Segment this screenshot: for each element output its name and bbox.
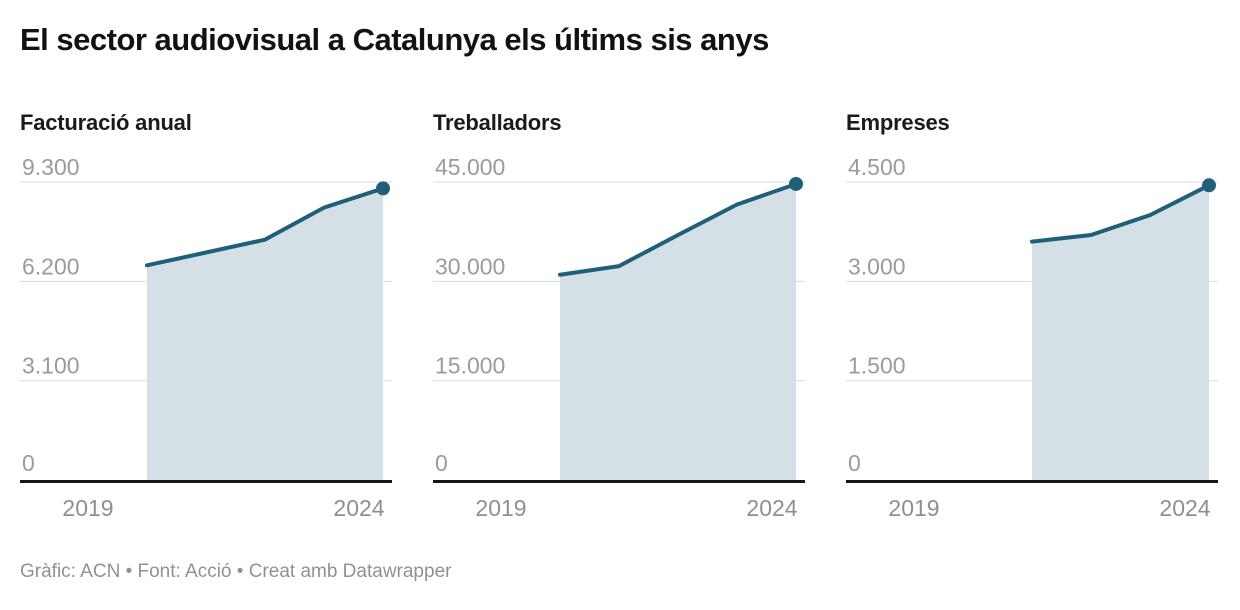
x-tick-label: 2019 [475, 495, 526, 521]
chart-panel-3: Empreses 0 1.500 3.000 4.500 2019 2024 [846, 110, 1218, 523]
y-tick-label: 0 [22, 450, 35, 476]
y-tick-label: 30.000 [435, 253, 505, 279]
panel-title: Facturació anual [20, 109, 192, 135]
area-chart: 0 1.500 3.000 4.500 2019 2024 [846, 154, 1218, 521]
trend-line [145, 186, 385, 268]
y-tick-label: 15.000 [435, 353, 505, 379]
end-dot [789, 177, 803, 192]
y-tick-label: 0 [435, 450, 448, 476]
y-tick-label: 4.500 [848, 154, 906, 180]
y-tick-label: 9.300 [22, 154, 80, 180]
area-fill [147, 188, 383, 481]
chart-panel-2: Treballadors 0 15.000 30.000 45.000 2019 2024 [433, 110, 805, 523]
area-chart: 0 15.000 30.000 45.000 2019 2024 [433, 154, 805, 521]
panel-title: Treballadors [433, 109, 562, 135]
trend-line [1030, 183, 1211, 244]
panel-title: Empreses [846, 109, 950, 135]
trend-line [558, 182, 798, 277]
x-tick-label: 2024 [333, 495, 384, 521]
y-tick-label: 6.200 [22, 253, 80, 279]
end-dot [1202, 178, 1216, 193]
y-tick-label: 0 [848, 450, 861, 476]
area-fill [1032, 185, 1209, 481]
y-tick-label: 45.000 [435, 154, 505, 180]
panels: Facturació anual 0 3.100 6.200 9.300 2019 2024… [20, 110, 1218, 523]
area-chart: 0 3.100 6.200 9.300 2019 2024 [20, 154, 392, 521]
area-fill [560, 184, 796, 481]
x-tick-label: 2024 [746, 495, 797, 521]
y-tick-label: 3.000 [848, 253, 906, 279]
y-tick-label: 1.500 [848, 353, 906, 379]
page-title: El sector audiovisual a Catalunya els úl… [20, 22, 769, 57]
y-tick-label: 3.100 [22, 353, 80, 379]
x-tick-label: 2024 [1159, 495, 1210, 521]
footer-credit: Gràfic: ACN • Font: Acció • Creat amb Da… [20, 561, 452, 583]
end-dot [376, 181, 390, 196]
x-tick-label: 2019 [62, 495, 113, 521]
chart-panel-1: Facturació anual 0 3.100 6.200 9.300 2019 2024 [20, 110, 392, 523]
x-tick-label: 2019 [888, 495, 939, 521]
